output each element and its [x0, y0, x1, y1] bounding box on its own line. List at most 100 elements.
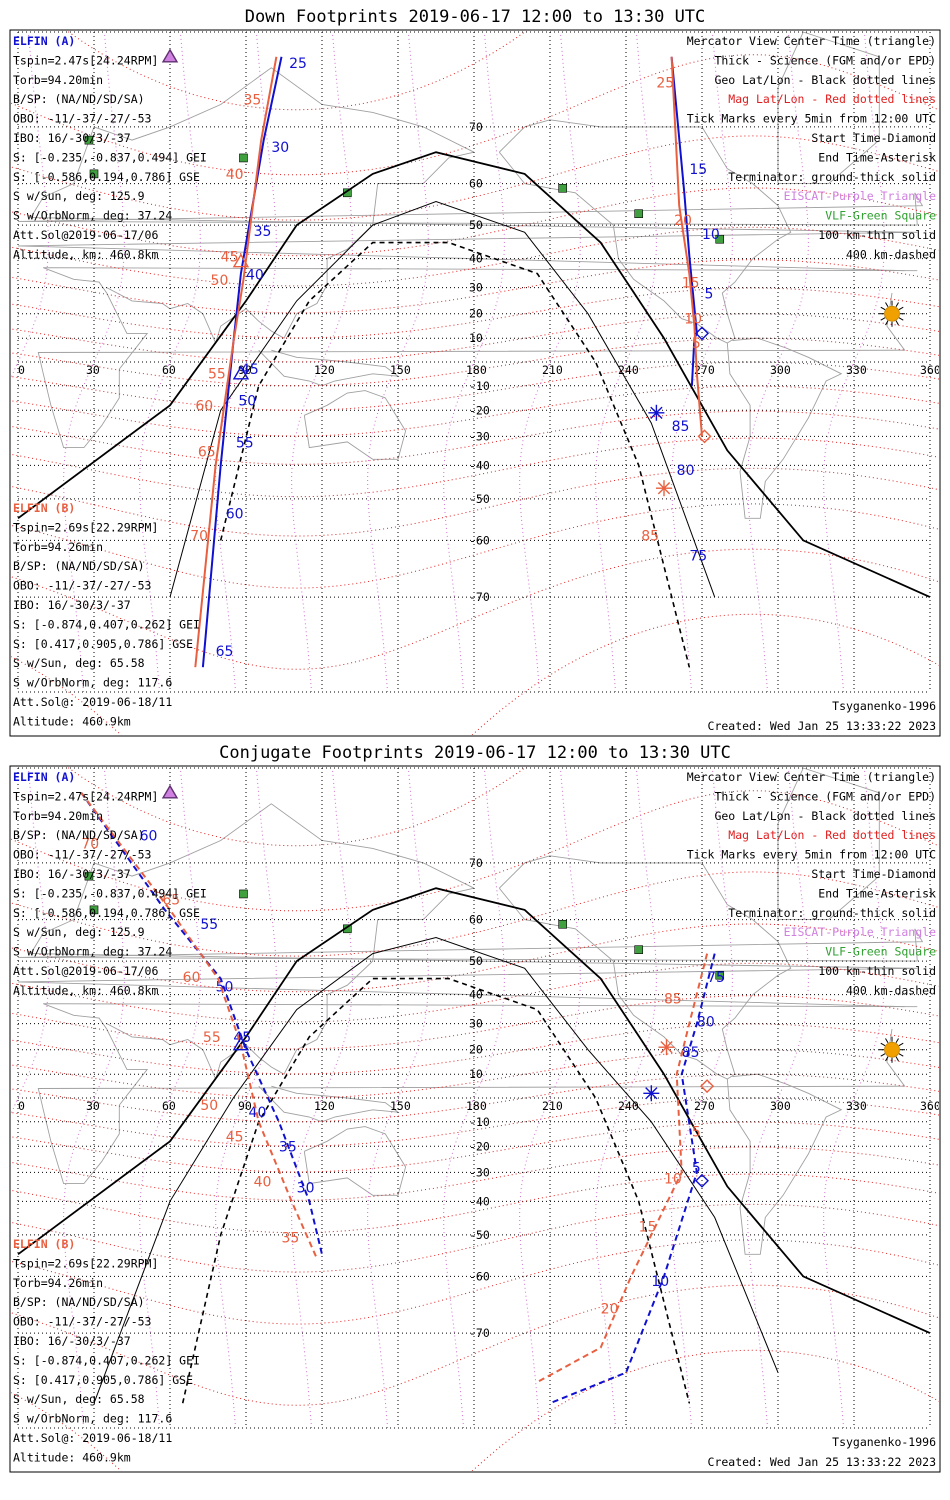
- mag-parallel--10: [11, 1097, 939, 1147]
- elfin-a-info: Torb=94.20min: [13, 73, 103, 87]
- track-time-label: 20: [674, 213, 692, 229]
- panel-title: Down Footprints 2019-06-17 12:00 to 13:3…: [245, 7, 706, 27]
- vlf-station-marker: [239, 889, 248, 899]
- terminator-400km: [181, 977, 691, 1404]
- lat-tick-label: 70: [469, 856, 483, 870]
- legend-entry: VLF-Green Square: [825, 209, 936, 223]
- footprint-track-2: [670, 56, 698, 386]
- lat-tick-label: 30: [469, 281, 483, 295]
- lat-tick-label: 30: [469, 1017, 483, 1031]
- lat-tick-label: -10: [469, 379, 490, 393]
- created-timestamp: Created: Wed Jan 25 13:33:22 2023: [708, 719, 937, 733]
- track-time-label: 45: [226, 1129, 244, 1145]
- track-time-label: 15: [682, 276, 700, 292]
- footprint-track-2: [549, 953, 716, 1405]
- elfin-a-info: B/SP: (NA/ND/SD/SA): [13, 92, 145, 106]
- coastline-8: [17, 928, 924, 962]
- lon-tick-label: 60: [162, 1099, 176, 1113]
- track-time-label: 80: [677, 463, 695, 479]
- terminator-400km: [219, 241, 691, 668]
- elfin-b-info: S: [0.417,0.905,0.786] GSE: [13, 637, 193, 651]
- elfin-b-info: Att.Sol@: 2019-06-18/11: [13, 695, 172, 709]
- lon-tick-label: 0: [18, 1099, 25, 1113]
- lon-tick-label: 120: [314, 363, 335, 377]
- model-name: Tsyganenko-1996: [832, 699, 936, 713]
- lat-tick-label: -30: [469, 1165, 490, 1179]
- vlf-station-marker: [84, 871, 94, 881]
- sun-icon: [879, 1036, 905, 1063]
- lon-tick-label: 60: [162, 363, 176, 377]
- track-time-label: 15: [639, 1219, 657, 1235]
- legend-entry: End Time-Asterisk: [818, 886, 936, 900]
- legend-entry: Geo Lat/Lon - Black dotted lines: [714, 73, 936, 87]
- lat-tick-label: 20: [469, 307, 483, 321]
- sun-icon: [879, 300, 905, 327]
- terminator-100km: [169, 200, 716, 598]
- start-time-diamond: [700, 1079, 715, 1094]
- lon-tick-label: 30: [86, 1099, 100, 1113]
- elfin-a-label: ELFIN (A): [13, 770, 75, 784]
- legend-entry: Start Time-Diamond: [811, 867, 936, 881]
- elfin-a-info: IBO: 16/-30/3/-37: [13, 131, 131, 145]
- coastline-1: [37, 1003, 918, 1185]
- track-time-label: 45: [221, 250, 239, 266]
- track-time-label: 35: [279, 1139, 297, 1155]
- lat-tick-label: 70: [469, 120, 483, 134]
- track-time-label: 15: [689, 162, 707, 178]
- lon-tick-label: 300: [770, 1099, 791, 1113]
- lat-tick-label: -60: [469, 533, 490, 547]
- track-time-label: 40: [254, 1174, 272, 1190]
- track-time-label: 50: [200, 1098, 218, 1114]
- elfin-b-info: Tspin=2.69s[22.29RPM]: [13, 1256, 158, 1270]
- panel-title: Conjugate Footprints 2019-06-17 12:00 to…: [219, 743, 731, 763]
- elfin-b-info: IBO: 16/-30/3/-37: [13, 598, 131, 612]
- lat-tick-label: 50: [469, 954, 483, 968]
- legend-entry: 100 km-thin solid: [818, 964, 936, 978]
- track-time-label: 50: [216, 980, 234, 996]
- panel-frame: [9, 765, 941, 1473]
- elfin-b-info: S w/Sun, deg: 65.58: [13, 656, 145, 670]
- elfin-b-info: Att.Sol@: 2019-06-18/11: [13, 1431, 172, 1445]
- model-name: Tsyganenko-1996: [832, 1435, 936, 1449]
- lat-tick-label: 20: [469, 1043, 483, 1057]
- elfin-b-label: ELFIN (B): [13, 1237, 75, 1251]
- coastline-5: [726, 337, 843, 519]
- lon-tick-label: 210: [542, 363, 563, 377]
- footprint-track-0: [201, 56, 283, 668]
- track-time-label: 55: [236, 436, 254, 452]
- coastline-3: [303, 390, 407, 460]
- terminator-100km: [93, 936, 779, 1404]
- end-time-asterisk: [643, 1085, 660, 1102]
- track-time-label: 60: [226, 506, 244, 522]
- created-timestamp: Created: Wed Jan 25 13:33:22 2023: [708, 1455, 937, 1469]
- coastline-4: [498, 855, 792, 1080]
- mag-parallel--20: [11, 385, 939, 437]
- eiscat-triangle: [161, 784, 179, 799]
- footprint-track-1: [80, 792, 318, 1259]
- track-time-label: 45: [233, 1030, 251, 1046]
- lat-tick-label: -40: [469, 458, 490, 472]
- elfin-b-info: Torb=94.26min: [13, 540, 103, 554]
- vlf-station-marker: [239, 153, 248, 163]
- mag-parallel--50: [11, 467, 939, 537]
- elfin-b-info: S: [0.417,0.905,0.786] GSE: [13, 1373, 193, 1387]
- vlf-station-marker: [89, 169, 99, 179]
- elfin-a-info: IBO: 16/-30/3/-37: [13, 867, 131, 881]
- elfin-a-info: S w/Sun, deg: 125.9: [13, 925, 145, 939]
- track-time-label: 60: [195, 398, 213, 414]
- coastline-2: [106, 887, 475, 1081]
- track-time-label: 10: [664, 1172, 682, 1188]
- elfin-a-info: B/SP: (NA/ND/SD/SA): [13, 828, 145, 842]
- mag-parallel-20: [11, 287, 939, 339]
- mag-parallel-50: [11, 923, 939, 993]
- elfin-a-info: OBO: -11/-37/-27/-53: [13, 848, 152, 862]
- legend-entry: Thick - Science (FGM and/or EPD): [714, 53, 936, 67]
- lat-tick-label: 60: [469, 913, 483, 927]
- legend-entry: Mag Lat/Lon - Red dotted lines: [728, 92, 936, 106]
- lat-tick-label: -60: [469, 1269, 490, 1283]
- coastline-7: [258, 1085, 400, 1123]
- end-time-asterisk: [648, 404, 665, 421]
- vlf-station-marker: [634, 209, 643, 219]
- legend-entry: EISCAT-Purple Triangle: [784, 925, 936, 939]
- track-time-label: 35: [243, 93, 261, 109]
